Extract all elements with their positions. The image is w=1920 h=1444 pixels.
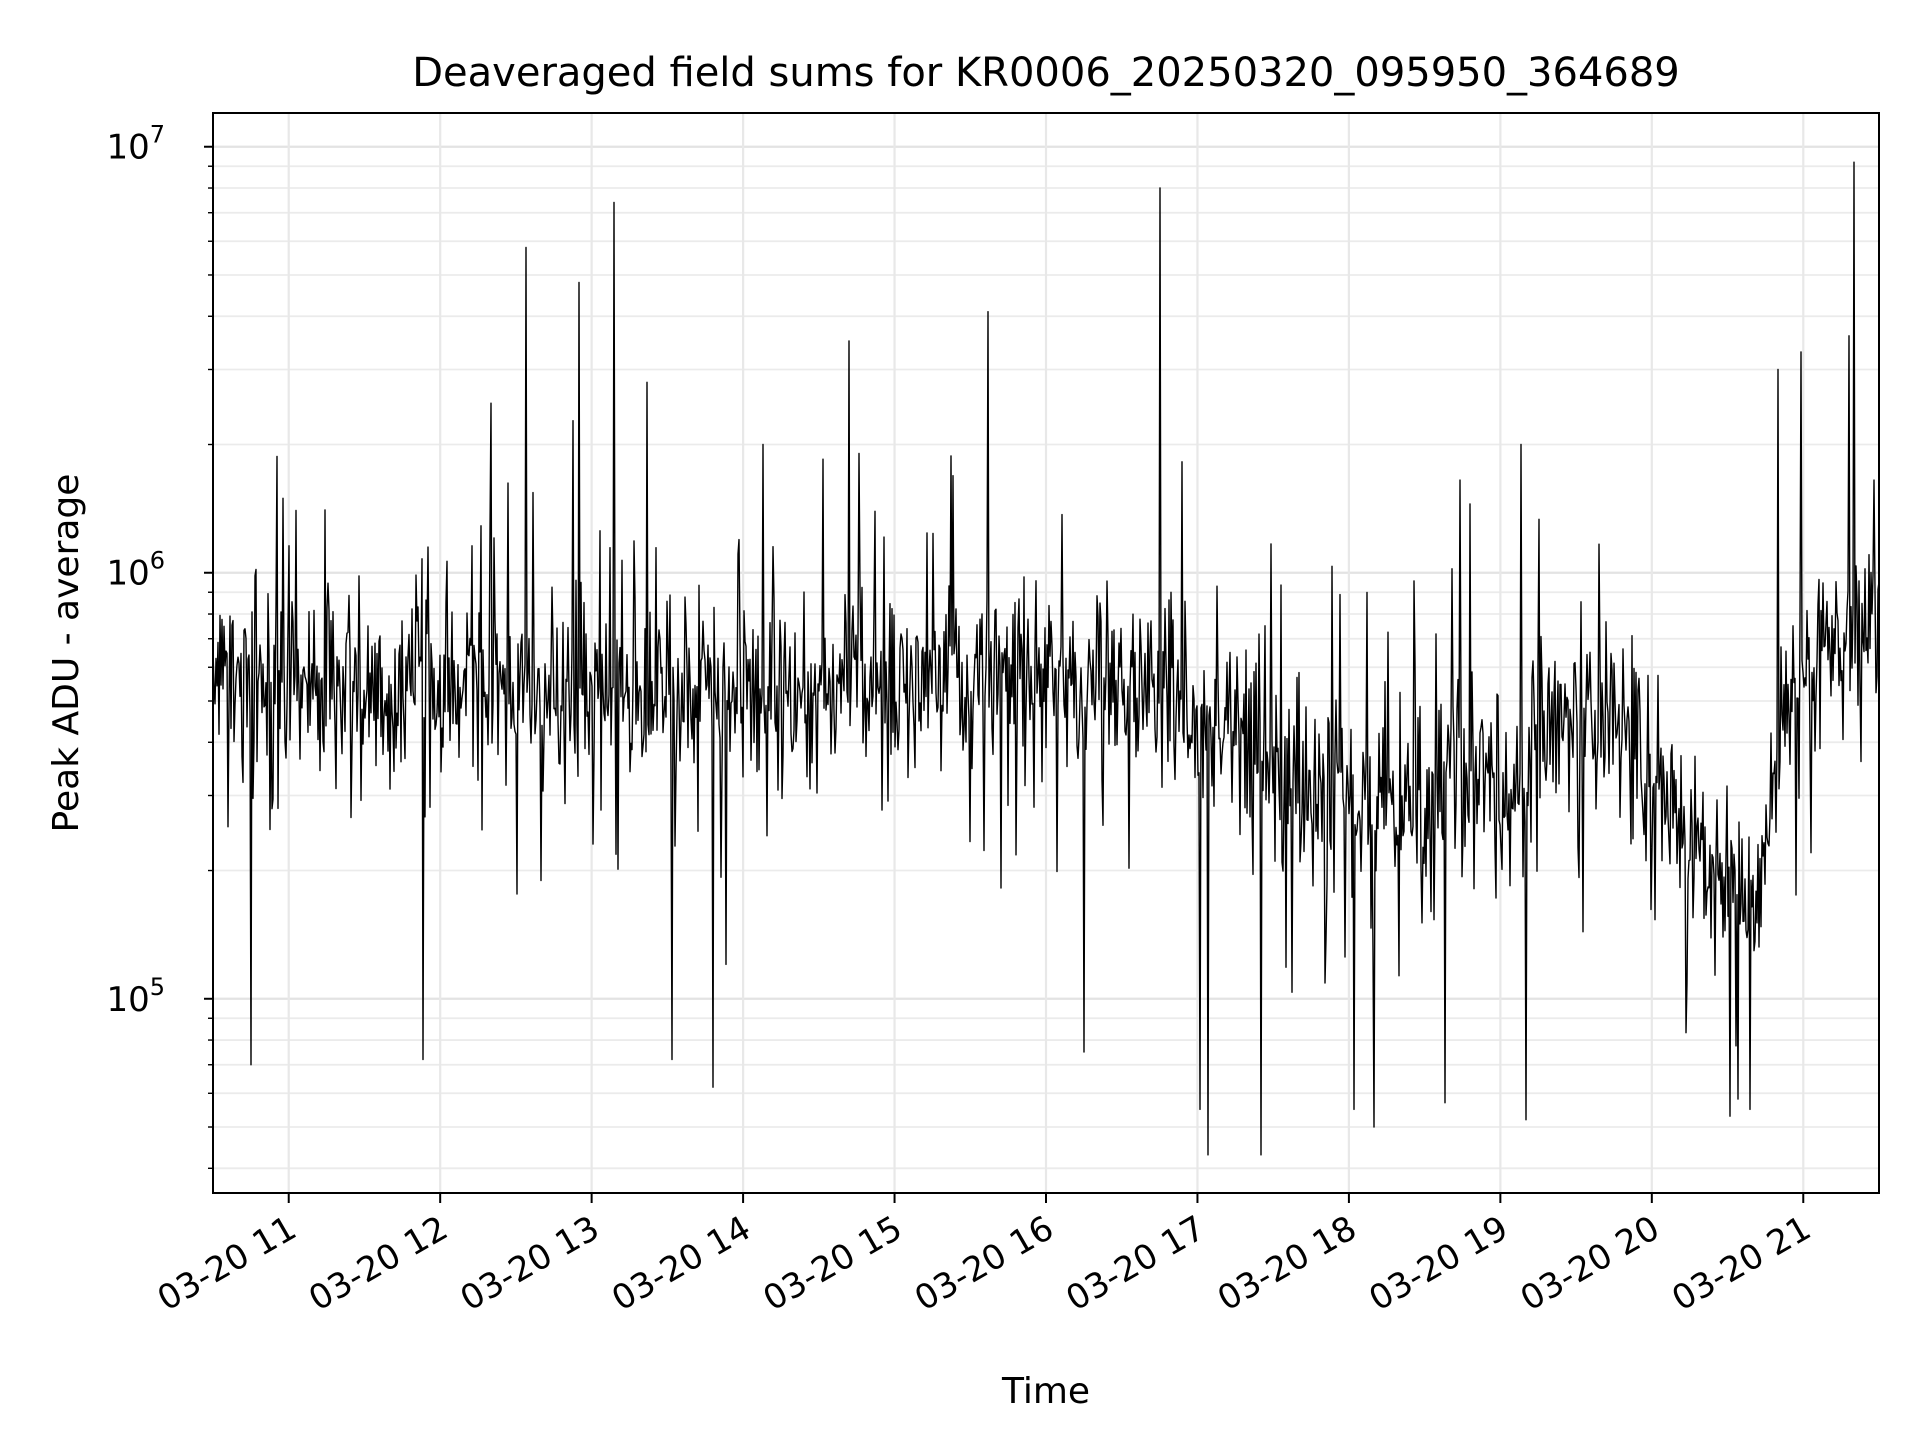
y-tick-label: 107 xyxy=(106,121,165,168)
y-tick-base: 10 xyxy=(106,980,149,1020)
y-tick-label: 106 xyxy=(106,547,165,594)
y-tick-base: 10 xyxy=(106,554,149,594)
y-tick-exponent: 6 xyxy=(150,547,165,575)
series-layer xyxy=(212,161,1880,1156)
y-tick-base: 10 xyxy=(106,128,149,168)
series-line xyxy=(212,161,1880,1156)
x-axis-label: Time xyxy=(1001,1371,1090,1412)
y-tick-exponent: 5 xyxy=(150,973,165,1001)
y-tick-label: 105 xyxy=(106,973,165,1020)
y-axis-label: Peak ADU - average xyxy=(46,474,87,833)
y-tick-exponent: 7 xyxy=(150,121,165,149)
chart-title: Deaveraged field sums for KR0006_2025032… xyxy=(412,50,1680,96)
